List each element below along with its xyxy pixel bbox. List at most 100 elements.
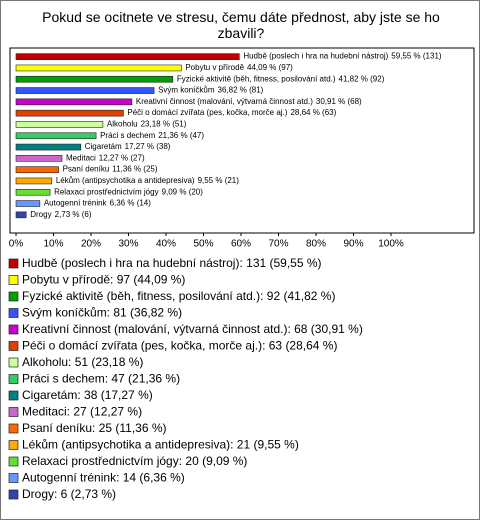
chart-title: Pokud se ocitnete ve stresu, čemu dáte p…: [42, 9, 440, 41]
bar-category: Hudbě (poslech i hra na hudební nástroj): [243, 52, 388, 61]
bar-value-label: 9,55 % (21): [198, 176, 240, 185]
legend-swatch: [8, 489, 19, 500]
bar: [15, 87, 155, 94]
bar-label: Psaní deníku 11,36 % (25): [63, 165, 158, 174]
x-tick-label: 60%: [231, 239, 251, 250]
bar-category: Péči o domácí zvířata (pes, kočka, morče…: [127, 108, 287, 117]
bar-value-label: 44,09 % (97): [247, 63, 293, 72]
legend-label: Relaxaci prostřednictvím jógy: 20 (9,09 …: [22, 454, 247, 468]
bar-label: Alkoholu 23,18 % (51): [107, 120, 187, 129]
legend-swatch: [8, 275, 19, 285]
bar-category: Pobytu v přírodě: [185, 63, 244, 72]
bar-label: Meditaci 12,27 % (27): [66, 153, 145, 162]
bar-value-label: 30,91 % (68): [316, 97, 362, 106]
bar-value-label: 59,55 % (131): [391, 52, 442, 61]
legend-label: Psaní deníku: 25 (11,36 %): [22, 421, 167, 435]
legend-swatch: [8, 291, 19, 302]
x-tick-label: 100%: [378, 239, 404, 250]
legend-label: Cigaretám: 38 (17,27 %): [22, 388, 153, 402]
x-tick-label: 30%: [118, 239, 138, 250]
plot-frame: [9, 47, 475, 234]
legend-label: Lékům (antipsychotika a antidepresiva): …: [22, 438, 299, 452]
bar: [15, 155, 63, 162]
bar-category: Kreativní činnost (malování, výtvarná či…: [136, 97, 313, 106]
bar-category: Autogenní trénink: [44, 199, 108, 208]
legend-swatch: [8, 390, 19, 401]
bar-value-label: 9,09 % (20): [162, 187, 204, 196]
legend-swatch: [8, 440, 19, 450]
x-tick-label: 50%: [193, 239, 213, 250]
legend-label: Pobytu v přírodě: 97 (44,09 %): [22, 273, 185, 287]
bar-category: Lékům (antipsychotika a antidepresiva): [56, 176, 195, 185]
bar-label: Cigaretám 17,27 % (38): [85, 142, 171, 151]
x-tick-label: 0%: [9, 239, 24, 250]
bar: [15, 177, 53, 185]
bar-value-label: 21,36 % (47): [158, 131, 204, 140]
bar-category: Alkoholu: [107, 120, 138, 129]
x-tick-label: 20%: [81, 239, 101, 250]
bar-label: Lékům (antipsychotika a antidepresiva) 9,…: [56, 176, 239, 185]
bar: [15, 109, 124, 117]
bar: [15, 143, 82, 151]
legend-label: Kreativní činnost (malování, výtvarná či…: [22, 322, 363, 336]
bar-category: Meditaci: [66, 153, 96, 162]
legend-swatch: [8, 324, 19, 335]
bar-category: Relaxaci prostřednictvím jógy: [54, 187, 158, 196]
legend-label: Autogenní trénink: 14 (6,36 %): [22, 471, 185, 485]
legend-label: Alkoholu: 51 (23,18 %): [22, 355, 143, 369]
bar-category: Fyzické aktivitě (běh, fitness, posilová…: [177, 74, 336, 83]
bar: [15, 200, 41, 207]
x-tick-label: 90%: [343, 239, 363, 250]
bar: [15, 211, 27, 219]
legend-label: Drogy: 6 (2,73 %): [22, 487, 116, 501]
legend-swatch: [8, 374, 19, 384]
bar-value-label: 2,73 % (6): [55, 210, 92, 219]
legend-label: Práci s dechem: 47 (21,36 %): [22, 372, 180, 386]
legend-swatch: [8, 258, 19, 269]
bar-label: Pobytu v přírodě 44,09 % (97): [185, 63, 293, 72]
legend-swatch: [8, 357, 19, 368]
bar-category: Psaní deníku: [63, 165, 110, 174]
legend-label: Fyzické aktivitě (běh, fitness, posilová…: [22, 289, 335, 303]
x-tick-label: 80%: [306, 239, 326, 250]
bar: [15, 132, 97, 140]
bar-label: Práci s dechem 21,36 % (47): [100, 131, 204, 140]
bar-label: Fyzické aktivitě (běh, fitness, posilová…: [177, 74, 385, 83]
x-tick-label: 40%: [156, 239, 176, 250]
bar-label: Svým koníčkům 36,82 % (81): [158, 86, 264, 95]
legend-swatch: [8, 308, 19, 318]
legend-label: Péči o domácí zvířata (pes, kočka, morče…: [22, 339, 337, 353]
bar-category: Práci s dechem: [100, 131, 155, 140]
legend-label: Hudbě (poslech i hra na hudební nástroj)…: [22, 256, 322, 270]
bar: [15, 75, 174, 83]
bar-value-label: 36,82 % (81): [218, 86, 264, 95]
legend-label: Meditaci: 27 (12,27 %): [22, 405, 142, 419]
bar-value-label: 6,36 % (14): [110, 199, 152, 208]
x-tick-label: 70%: [268, 239, 288, 250]
bar-category: Svým koníčkům: [158, 86, 215, 95]
bar-label: Drogy 2,73 % (6): [30, 210, 92, 219]
legend-swatch: [8, 341, 19, 351]
bar-value-label: 23,18 % (51): [141, 120, 187, 129]
bar-label: Autogenní trénink 6,36 % (14): [44, 199, 151, 208]
bar-label: Kreativní činnost (malování, výtvarná či…: [136, 97, 362, 106]
bar: [15, 64, 182, 72]
bar-value-label: 28,64 % (63): [290, 108, 336, 117]
legend-swatch: [8, 473, 19, 483]
bar: [15, 98, 133, 106]
legend-swatch: [8, 423, 19, 434]
bar: [15, 53, 240, 60]
bar-category: Drogy: [30, 210, 51, 219]
legend-label: Svým koníčkům: 81 (36,82 %): [22, 306, 182, 320]
bar-label: Relaxaci prostřednictvím jógy 9,09 % (20): [54, 187, 203, 196]
bar: [15, 121, 104, 128]
bar-value-label: 11,36 % (25): [112, 165, 158, 174]
bar: [15, 188, 51, 196]
bar: [15, 166, 59, 173]
bar-label: Hudbě (poslech i hra na hudební nástroj)…: [243, 52, 442, 61]
legend-swatch: [8, 456, 19, 467]
bar-label: Péči o domácí zvířata (pes, kočka, morče…: [127, 108, 336, 117]
bar-value-label: 41,82 % (92): [339, 74, 385, 83]
